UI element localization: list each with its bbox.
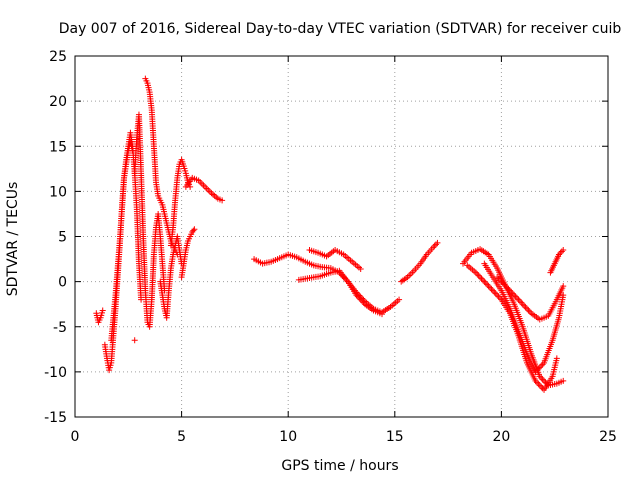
data-point <box>560 377 567 384</box>
data-point <box>518 299 525 306</box>
data-point <box>379 311 386 318</box>
data-point <box>560 283 567 290</box>
data-point <box>208 190 215 197</box>
data-point <box>526 308 533 315</box>
y-tick-label: 20 <box>49 94 67 110</box>
chart-title: Day 007 of 2016, Sidereal Day-to-day VTE… <box>59 21 622 37</box>
y-axis-label: SDTVAR / TECUs <box>5 182 21 297</box>
data-point <box>219 197 226 204</box>
data-point <box>489 287 496 294</box>
data-point <box>131 337 138 344</box>
x-tick-label: 10 <box>279 429 297 445</box>
data-point <box>206 188 213 195</box>
y-tick-label: 5 <box>58 230 67 246</box>
data-point <box>99 307 106 314</box>
data-point <box>191 226 198 233</box>
y-tick-label: 25 <box>49 49 67 65</box>
data-point <box>535 380 542 387</box>
data-point <box>541 377 548 384</box>
data-point <box>357 265 364 272</box>
y-tick-label: 10 <box>49 184 67 200</box>
data-point <box>522 304 529 311</box>
x-axis-label: GPS time / hours <box>281 458 398 474</box>
x-tick-label: 25 <box>599 429 617 445</box>
data-point <box>519 301 526 308</box>
y-tick-label: -10 <box>44 365 67 381</box>
data-point <box>536 382 543 389</box>
data-point <box>521 302 528 309</box>
data-point <box>474 271 481 278</box>
x-tick-label: 0 <box>71 429 80 445</box>
y-tick-label: 15 <box>49 139 67 155</box>
data-point <box>396 296 403 303</box>
data-point <box>485 283 492 290</box>
data-point <box>487 284 494 291</box>
data-point <box>211 192 218 199</box>
data-point <box>496 295 503 302</box>
data-point <box>516 298 523 305</box>
data-point <box>525 307 532 314</box>
data-point <box>494 292 501 299</box>
data-point <box>478 275 485 282</box>
data-point <box>205 187 212 194</box>
data-point <box>560 247 567 254</box>
data-point <box>477 274 484 281</box>
data-point <box>488 286 495 293</box>
y-tick-label: -15 <box>44 410 67 426</box>
data-points <box>93 75 567 393</box>
data-point <box>210 191 217 198</box>
data-point <box>475 272 482 279</box>
x-tick-label: 20 <box>492 429 510 445</box>
x-tick-label: 15 <box>386 429 404 445</box>
data-point <box>553 355 560 362</box>
data-point <box>200 182 207 189</box>
data-point <box>515 296 522 303</box>
data-point <box>190 227 197 234</box>
axis-ticks: 0 5 10 15 20 25 -15 -10 -5 0 5 10 15 20 25 <box>44 49 617 445</box>
data-point <box>407 270 414 277</box>
data-point <box>431 242 438 249</box>
data-point <box>203 185 210 192</box>
data-point <box>482 280 489 287</box>
data-point <box>481 278 488 285</box>
data-point <box>538 383 545 390</box>
data-point <box>406 272 413 279</box>
data-point <box>523 305 530 312</box>
data-point <box>512 293 519 300</box>
data-point <box>491 289 498 296</box>
data-point <box>539 376 546 383</box>
data-point <box>202 183 209 190</box>
data-point <box>558 248 565 255</box>
data-point <box>479 277 486 284</box>
x-tick-label: 5 <box>177 429 186 445</box>
data-point <box>434 239 441 246</box>
data-point <box>409 269 416 276</box>
y-tick-label: -5 <box>53 320 67 336</box>
data-point <box>484 281 491 288</box>
data-point <box>492 290 499 297</box>
y-tick-label: 0 <box>58 275 67 291</box>
data-point <box>433 241 440 248</box>
data-point <box>560 292 567 299</box>
data-point <box>198 180 205 187</box>
